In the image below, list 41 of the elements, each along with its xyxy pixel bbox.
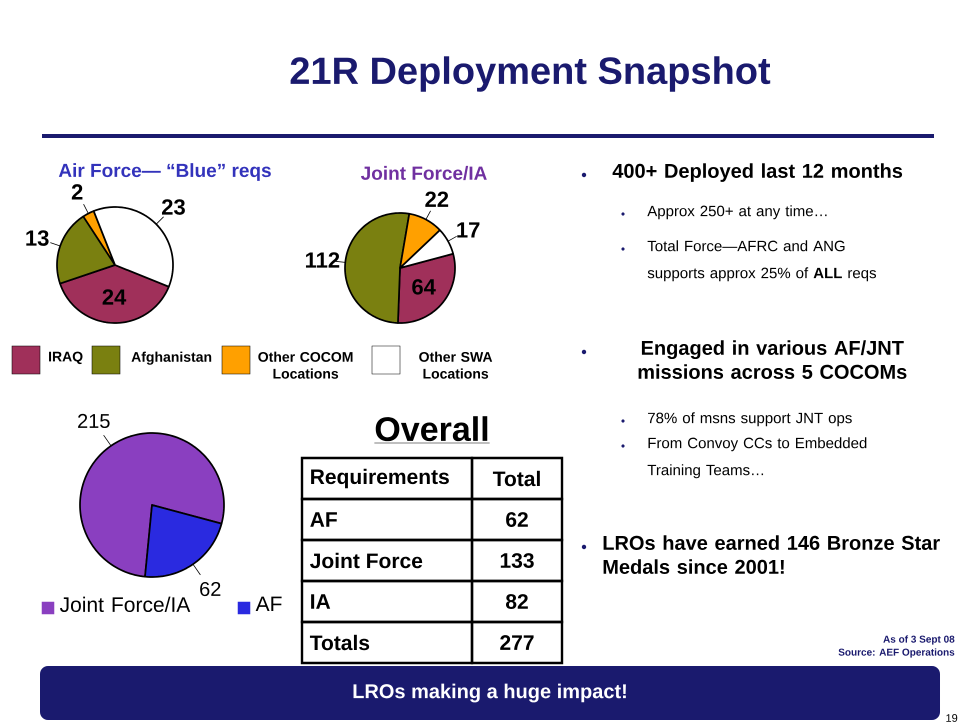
chart-title: Joint Force/IA (360, 166, 487, 180)
legend-label: Afghanistan (132, 352, 212, 365)
legend-label: Other SWA Locations (419, 352, 492, 379)
legend-label: IRAQ (49, 352, 82, 364)
text: Total (492, 470, 540, 486)
legend-label: AF (256, 596, 282, 612)
text: 21R Deployment Snapshot (290, 56, 770, 92)
text: IA (311, 594, 330, 609)
legend-label: Other COCOM Locations (258, 352, 352, 379)
data-label: 22 (425, 191, 448, 207)
text: 78% of msns support JNT ops (648, 412, 852, 426)
data-label: 24 (102, 289, 126, 305)
text: Totals (310, 634, 370, 650)
text: AF (310, 512, 337, 527)
text: LROs have earned 146 Bronze Star Medals since 2001! (604, 535, 940, 574)
data-label: 62 (200, 582, 220, 596)
text: 133 (500, 553, 534, 568)
source-note: Source: AEF Operations (838, 648, 954, 658)
data-label: 64 (412, 279, 436, 295)
text: Engaged in various AF/JNT missions across 5 COCOMs (638, 340, 906, 379)
data-label: 13 (26, 230, 49, 246)
text: Total Force—AFRC and ANG supports approx 25% of ALL reqs (648, 240, 876, 282)
data-label: 215 (78, 414, 110, 428)
data-label: 112 (306, 252, 340, 268)
text: 277 (500, 635, 534, 650)
chart-title: Air Force— “Blue” reqs (58, 163, 271, 181)
data-label: 17 (457, 222, 480, 238)
text: 82 (506, 594, 528, 609)
text: Overall (376, 416, 488, 442)
text: From Convoy CCs to Embedded Training Teams… (648, 437, 866, 478)
text: LROs making a huge impact! (354, 684, 626, 702)
text: As of 3 Sept 08 (883, 635, 954, 645)
data-label: 23 (162, 199, 185, 215)
text: 19 (946, 714, 958, 722)
text: Approx 250+ at any time… (647, 205, 827, 220)
text: Requirements (311, 468, 449, 488)
text: 400+ Deployed last 12 months (612, 163, 902, 182)
text: Joint Force (310, 552, 422, 568)
text: 62 (506, 512, 528, 527)
data-label: 2 (72, 184, 82, 200)
legend-label: Joint Force/IA (60, 596, 190, 612)
